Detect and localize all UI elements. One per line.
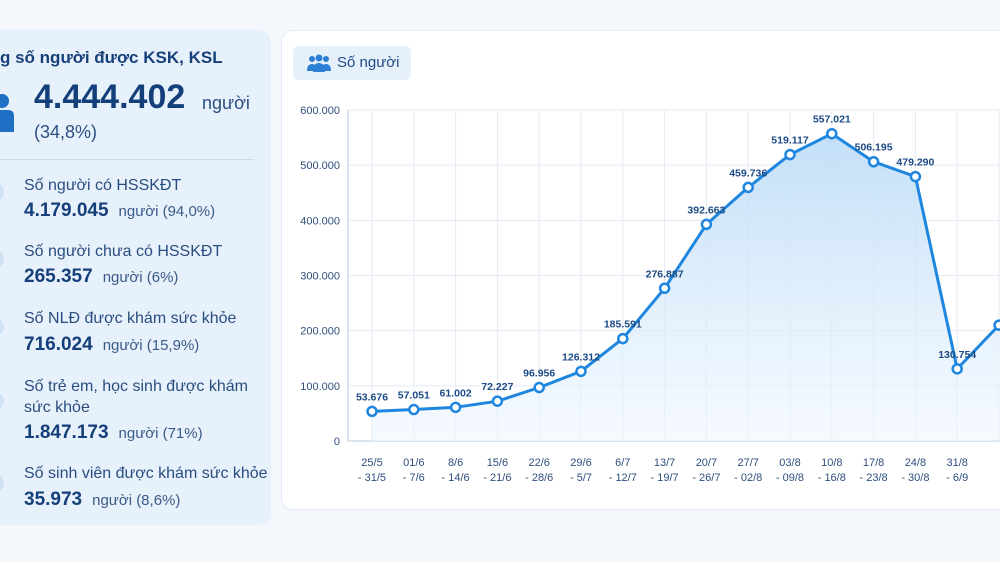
data-point [742,181,754,194]
stat-label-workers: Số NLĐ được khám sức khỏe [24,310,237,327]
data-label: 126.312 [562,351,600,363]
total-unit: người [202,93,250,113]
x-tick-label: 13/7 [654,457,675,469]
stat-value-ehr: 4.179.045 người (94,0%) [24,200,216,221]
x-tick-label: 25/5 [361,457,382,469]
data-point [491,395,504,407]
stat-label-ehr: Số người có HSSKĐT [24,177,182,194]
x-tick-label: 29/6 [570,457,591,469]
data-label: 61.002 [440,387,472,399]
x-tick-label: - 16/8 [818,472,846,484]
data-point [826,127,838,140]
x-tick-label: - 7/6 [403,472,425,484]
series-line [371,132,1000,413]
y-tick-label: 500.000 [300,160,340,172]
stat-label-students: Số sinh viên được khám sức khỏe [24,465,268,482]
stat-value-students: 35.973 người (8,6%) [24,489,181,510]
summary-divider [0,159,254,160]
y-tick-label: 200.000 [300,326,340,338]
x-tick-label: 31/8 [946,457,967,469]
x-tick-label: - 6/9 [946,472,968,484]
x-tick-label: 01/6 [403,457,424,469]
data-point [700,218,713,231]
y-tick-label: 400.000 [300,215,340,227]
data-point [784,148,796,161]
legend-chip[interactable]: Số người [293,46,411,80]
stat-bullet-icon [0,318,4,336]
x-tick-label: 03/8 [779,457,800,469]
data-point [366,405,378,418]
stat-value-children: 1.847.173 người (71%) [24,422,203,443]
x-tick-label: - 14/6 [442,472,470,484]
data-point [408,403,420,416]
legend-label: Số người [337,54,400,71]
y-tick-label: 100.000 [300,381,340,393]
stat-value-workers: 716.024 người (15,9%) [24,334,200,355]
x-tick-label: - 28/6 [525,472,553,484]
data-label: 72.227 [481,381,513,393]
x-tick-label: - 09/8 [776,472,804,484]
x-tick-label: 17/8 [863,457,884,469]
data-point [993,319,1000,331]
x-tick-label: - 31/5 [358,472,386,484]
data-point [658,282,671,295]
data-label: 459.736 [729,167,767,179]
data-point [617,332,629,345]
x-tick-label: - 5/7 [570,472,592,484]
x-tick-label: - 02/8 [734,472,762,484]
x-tick-label: - 19/7 [651,472,679,484]
data-label: 57.051 [398,390,430,402]
x-tick-label: 20/7 [696,457,717,469]
y-tick-label: 0 [334,436,340,448]
data-point [867,155,880,168]
y-tick-label: 300.000 [300,271,340,283]
series-area [372,133,999,441]
x-tick-label: - 26/7 [692,472,720,484]
x-tick-label: - 23/8 [860,472,888,484]
person-icon [0,94,14,132]
stat-bullet-icon [0,474,4,492]
stat-label-children-line2: sức khỏe [24,399,90,416]
x-tick-label: 10/8 [821,457,842,469]
data-label: 519.117 [771,135,809,147]
summary-title: g số người được KSK, KSL [0,48,223,67]
x-tick-label: - 12/7 [609,472,637,484]
data-label: 130.754 [938,349,976,361]
x-tick-label: - 30/8 [901,472,929,484]
stat-label-children: Số trẻ em, học sinh được khám [24,378,248,395]
data-point [909,170,922,183]
people-icon [307,54,331,72]
x-tick-label: 24/8 [905,457,926,469]
y-tick-label: 600.000 [300,105,340,117]
data-label: 96.956 [523,368,555,380]
x-tick-label: 6/7 [615,457,630,469]
stat-bullet-icon [0,392,4,410]
data-label: 557.021 [813,114,851,126]
data-label: 506.195 [855,142,893,154]
data-label: 53.676 [356,391,388,403]
x-tick-label: 22/6 [528,457,549,469]
stat-value-no-ehr: 265.357 người (6%) [24,266,179,287]
summary-panel [0,30,271,525]
data-label: 479.290 [896,157,934,169]
data-label: 392.663 [687,204,725,216]
data-label: 276.887 [646,268,684,280]
total-percent: (34,8%) [34,122,98,142]
x-tick-label: 27/7 [737,457,758,469]
data-label: 185.591 [604,319,642,331]
x-tick-label: 8/6 [448,457,463,469]
data-point [575,365,587,378]
data-point [951,363,963,375]
x-tick-label: 15/6 [487,457,508,469]
stat-label-no-ehr: Số người chưa có HSSKĐT [24,243,223,260]
total-value: 4.444.402 [34,78,186,116]
stat-bullet-icon [0,183,4,201]
stat-bullet-icon [0,250,4,268]
data-point [533,381,545,394]
data-point [449,401,462,414]
x-tick-label: - 21/6 [483,472,511,484]
